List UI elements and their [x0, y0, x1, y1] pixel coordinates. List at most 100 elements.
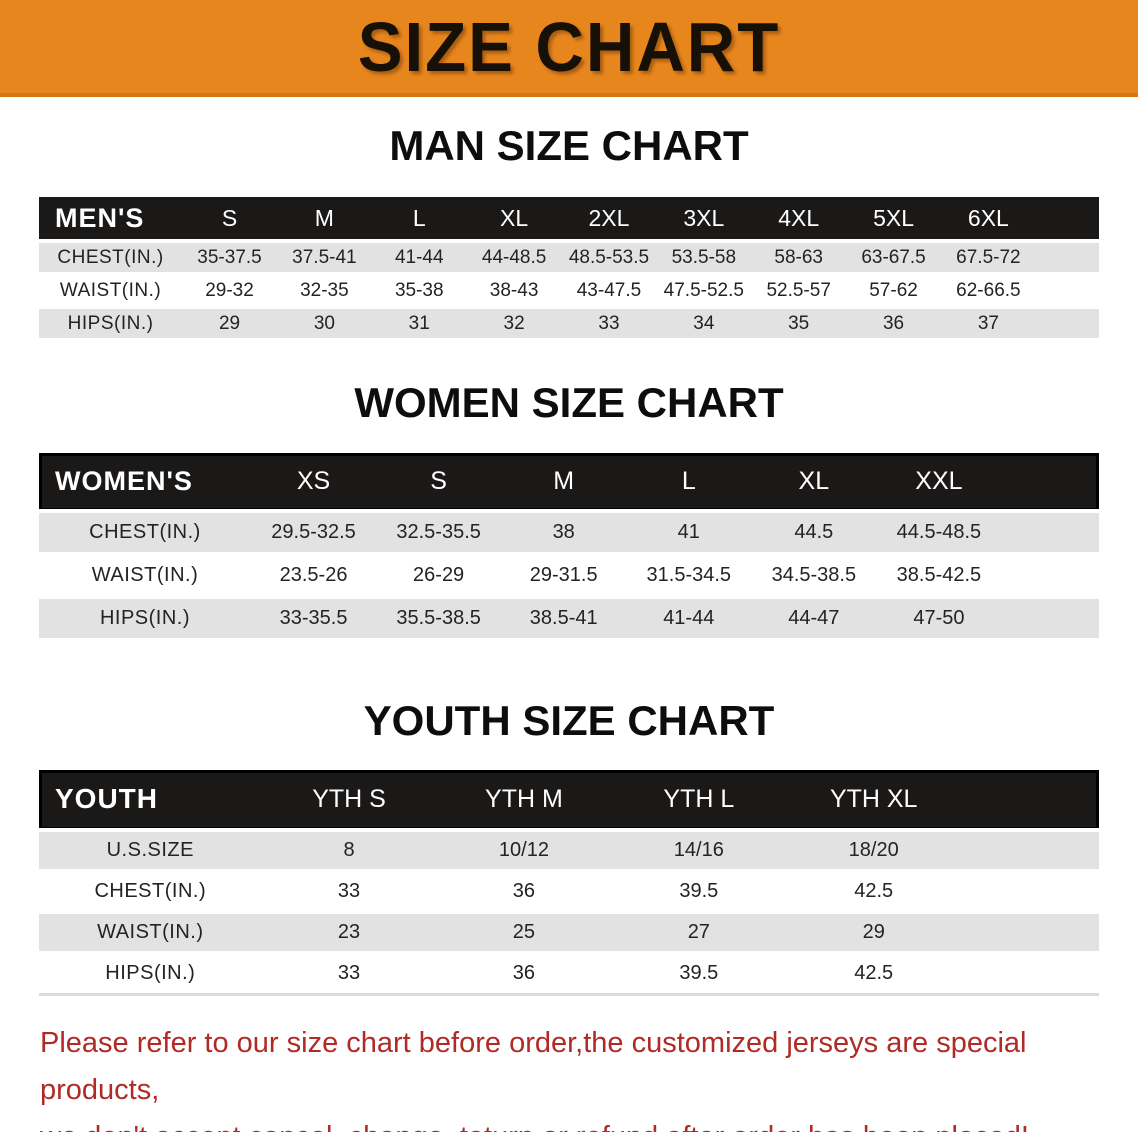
size-value-cell: 31: [408, 312, 430, 334]
size-column-header: S: [430, 466, 447, 495]
disclaimer-line-2: we don't accept cancel, change, teturn o…: [40, 1114, 1138, 1132]
filler-cell: [1036, 274, 1099, 307]
size-value-cell: 38.5-41: [529, 607, 598, 629]
row-label-cell: HIPS(IN.): [67, 312, 154, 334]
men-size-table: MEN'S S M L XL 2XL 3XL 4XL 5XL 6XL CHEST(IN.) 35-37…: [39, 197, 1099, 342]
size-column-header: 4XL: [778, 204, 820, 231]
size-column-header: S: [221, 204, 238, 231]
size-column-header: YTH M: [485, 784, 563, 813]
size-value-cell: 52.5-57: [766, 279, 831, 301]
filler-cell: [1001, 453, 1099, 511]
size-value-cell: 44.5: [794, 521, 834, 543]
row-label-cell: WAIST(IN.): [91, 564, 199, 586]
size-value-cell: 38.5-42.5: [896, 564, 982, 586]
filler-cell: [961, 912, 1099, 953]
filler-cell: [961, 871, 1099, 912]
size-value-cell: 32-35: [300, 279, 349, 301]
size-value-cell: 27: [687, 921, 710, 943]
size-value-cell: 42.5: [854, 880, 894, 902]
size-value-cell: 29.5-32.5: [271, 521, 356, 543]
size-value-cell: 30: [313, 312, 335, 334]
size-value-cell: 31.5-34.5: [646, 564, 732, 586]
table-row: WAIST(IN.) 29-32 32-35 35-38 38-43 43-47.5 47.…: [39, 274, 1099, 307]
size-value-cell: 36: [882, 312, 905, 334]
row-label-cell: WAIST(IN.): [59, 279, 162, 301]
banner-title: SIZE CHART: [357, 7, 781, 86]
filler-cell: [961, 830, 1099, 871]
size-value-cell: 44-48.5: [481, 246, 547, 268]
size-column-header: L: [681, 466, 696, 495]
size-value-cell: 23.5-26: [279, 564, 348, 586]
women-section-heading: WOMEN SIZE CHART: [354, 379, 784, 426]
size-value-cell: 39.5: [679, 880, 719, 902]
size-column-header: L: [412, 204, 426, 231]
size-value-cell: 58-63: [774, 246, 823, 268]
size-value-cell: 44.5-48.5: [896, 521, 982, 543]
size-column-header: XS: [296, 466, 331, 495]
filler-cell: [1036, 197, 1099, 241]
filler-cell: [961, 953, 1099, 994]
size-value-cell: 33: [337, 880, 361, 902]
youth-size-table: YOUTH YTH S YTH M YTH L YTH XL U.S.SIZE 8 10/12…: [39, 770, 1099, 996]
size-value-cell: 33: [337, 962, 361, 985]
order-disclaimer: Please refer to our size chart before or…: [40, 1020, 1138, 1132]
size-column-header: XL: [798, 466, 830, 495]
size-value-cell: 33-35.5: [279, 607, 348, 629]
size-value-cell: 34.5-38.5: [771, 564, 857, 586]
size-value-cell: 29: [218, 312, 241, 334]
size-value-cell: 38-43: [489, 279, 539, 301]
size-value-cell: 37: [977, 312, 999, 334]
size-value-cell: 33: [598, 312, 620, 334]
table-row: CHEST(IN.) 29.5-32.5 32.5-35.5 38 41 44.5 44.5…: [39, 511, 1099, 554]
size-value-cell: 35: [788, 312, 810, 334]
size-value-cell: 32.5-35.5: [396, 521, 481, 543]
size-value-cell: 34: [693, 312, 715, 334]
size-column-header: YTH L: [663, 784, 735, 813]
table-row: WAIST(IN.) 23 25 27 29: [39, 912, 1099, 953]
table-row: CHEST(IN.) 33 36 39.5 42.5: [39, 871, 1099, 912]
table-corner-label: MEN'S: [55, 202, 145, 233]
row-label-cell: HIPS(IN.): [105, 962, 196, 985]
size-value-cell: 36: [512, 880, 536, 902]
table-row: HIPS(IN.) 29 30 31 32 33 34 35 36 37: [39, 307, 1099, 340]
table-header-row: MEN'S S M L XL 2XL 3XL 4XL 5XL 6XL: [39, 197, 1099, 241]
size-value-cell: 23: [337, 921, 361, 943]
size-column-header: M: [553, 466, 575, 495]
row-label-cell: CHEST(IN.): [89, 521, 201, 543]
size-value-cell: 48.5-53.5: [568, 246, 650, 268]
filler-cell: [1001, 511, 1099, 554]
size-column-header: 6XL: [967, 204, 1009, 231]
youth-size-section: YOUTH SIZE CHART YOUTH YTH S YTH M YTH L YTH…: [0, 698, 1138, 996]
men-section-heading: MAN SIZE CHART: [389, 122, 749, 169]
size-value-cell: 41: [677, 521, 700, 543]
men-size-section: MAN SIZE CHART MEN'S S M L XL 2XL 3XL 4XL 5XL 6XL…: [0, 123, 1138, 342]
size-value-cell: 35-37.5: [197, 246, 262, 268]
size-column-header: YTH S: [312, 784, 386, 813]
size-value-cell: 29-32: [205, 279, 254, 301]
table-row: WAIST(IN.) 23.5-26 26-29 29-31.5 31.5-34.5 34…: [39, 554, 1099, 597]
size-column-header: XXL: [915, 466, 963, 495]
size-value-cell: 53.5-58: [671, 246, 737, 268]
size-column-header: XL: [500, 204, 529, 231]
size-value-cell: 25: [512, 921, 536, 943]
size-column-header: 2XL: [588, 204, 630, 231]
size-value-cell: 29-31.5: [529, 564, 598, 586]
table-header-row: WOMEN'S XS S M L XL XXL: [39, 453, 1099, 511]
filler-cell: [961, 770, 1099, 830]
size-chart-banner: SIZE CHART: [0, 0, 1138, 97]
disclaimer-line-1: Please refer to our size chart before or…: [40, 1026, 1027, 1106]
women-size-table: WOMEN'S XS S M L XL XXL CHEST(IN.) 29.5-32.5 32.5…: [39, 453, 1099, 642]
size-value-cell: 18/20: [848, 839, 899, 861]
row-label-cell: HIPS(IN.): [99, 607, 191, 629]
table-row: U.S.SIZE 8 10/12 14/16 18/20: [39, 830, 1099, 871]
size-value-cell: 37.5-41: [292, 246, 357, 268]
size-value-cell: 42.5: [854, 962, 894, 985]
size-value-cell: 35.5-38.5: [396, 607, 481, 629]
filler-cell: [1036, 307, 1099, 340]
women-size-section: WOMEN SIZE CHART WOMEN'S XS S M L XL XXL CHEST(…: [0, 380, 1138, 642]
size-column-header: 5XL: [873, 204, 914, 231]
filler-cell: [1001, 554, 1099, 597]
size-value-cell: 32: [503, 312, 525, 334]
size-value-cell: 41-44: [394, 246, 444, 268]
row-label-cell: WAIST(IN.): [97, 921, 204, 943]
